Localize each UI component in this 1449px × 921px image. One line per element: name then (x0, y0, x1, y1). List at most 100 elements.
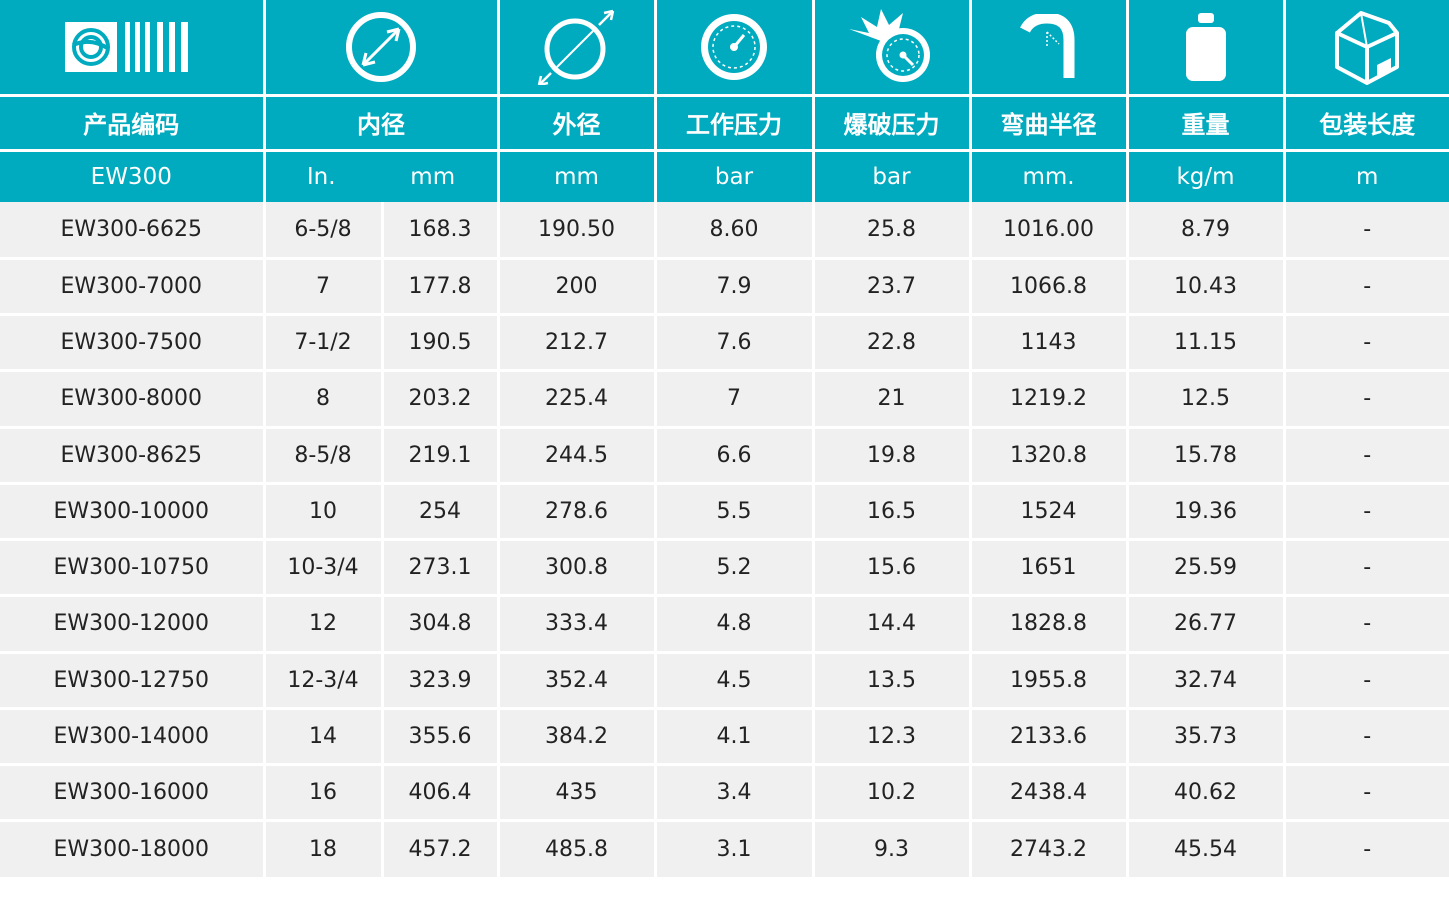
cell-burst-pressure: 9.3 (813, 820, 972, 877)
cell-product-code: EW300-14000 (0, 708, 266, 767)
cell-burst-pressure: 21 (813, 370, 972, 429)
cell-bend-radius: 1955.8 (970, 652, 1129, 710)
cell-burst-pressure: 19.8 (813, 427, 972, 485)
table-body: EW300-6625 6-5/8 168.3 190.50 8.60 25.8 1016.0… (0, 202, 1449, 877)
cell-weight: 15.78 (1127, 427, 1286, 485)
package-box-icon (1335, 10, 1400, 85)
cell-bend-radius: 2133.6 (970, 708, 1129, 767)
bend-radius-icon (1019, 13, 1074, 78)
table-row: EW300-10000 10 254 278.6 5.5 16.5 1524 19.36- (0, 483, 1449, 542)
cell-working-pressure: 3.1 (655, 820, 815, 877)
cell-bend-radius: 1828.8 (970, 595, 1129, 654)
cell-weight: 10.43 (1127, 258, 1286, 317)
col-label-burst-pressure: 爆破压力 (813, 95, 972, 152)
cell-working-pressure: 7.6 (655, 314, 815, 373)
cell-inner-diameter-mm: 168.3 (382, 202, 500, 260)
cell-package-length: - (1284, 483, 1449, 542)
table-row: EW300-18000 18 457.2 485.8 3.1 9.3 2743.2 45.54… (0, 820, 1449, 877)
cell-outer-diameter: 352.4 (498, 652, 657, 710)
cell-product-code: EW300-12750 (0, 652, 266, 710)
cell-inner-diameter-mm: 323.9 (382, 652, 500, 710)
bend-radius-icon-cell (970, 0, 1129, 97)
cell-working-pressure: 8.60 (655, 202, 815, 260)
outer-diameter-icon-cell (498, 0, 657, 97)
table-row: EW300-6625 6-5/8 168.3 190.50 8.60 25.8 1016.0… (0, 202, 1449, 260)
pressure-gauge-icon (701, 13, 767, 80)
burst-pressure-icon-cell (813, 0, 972, 97)
cell-outer-diameter: 225.4 (498, 370, 657, 429)
cell-weight: 26.77 (1127, 595, 1286, 654)
cell-burst-pressure: 13.5 (813, 652, 972, 710)
col-label-outer-diameter: 外径 (498, 95, 657, 152)
table-row: EW300-14000 14 355.6 384.2 4.1 12.3 2133.6 35.7… (0, 708, 1449, 767)
cell-bend-radius: 2438.4 (970, 764, 1129, 823)
unit-burst-pressure: bar (813, 150, 972, 202)
cell-weight: 11.15 (1127, 314, 1286, 373)
cell-bend-radius: 1066.8 (970, 258, 1129, 317)
cell-outer-diameter: 300.8 (498, 539, 657, 598)
table-row: EW300-10750 10-3/4 273.1 300.8 5.2 15.6 1651 25… (0, 539, 1449, 598)
col-label-inner-diameter: 内径 (264, 95, 500, 152)
cell-inner-diameter-mm: 254 (382, 483, 500, 542)
cell-package-length: - (1284, 820, 1449, 877)
table-row: EW300-7500 7-1/2 190.5 212.7 7.6 22.8 1143 11.1… (0, 314, 1449, 373)
cell-package-length: - (1284, 539, 1449, 598)
cell-product-code: EW300-16000 (0, 764, 266, 823)
cell-bend-radius: 1651 (970, 539, 1129, 598)
cell-package-length: - (1284, 202, 1449, 260)
weight-icon (1185, 12, 1226, 81)
col-label-package-length: 包装长度 (1284, 95, 1449, 152)
col-label-code: 产品编码 (0, 95, 266, 152)
cell-working-pressure: 6.6 (655, 427, 815, 485)
cell-product-code: EW300-6625 (0, 202, 266, 260)
cell-weight: 25.59 (1127, 539, 1286, 598)
unit-working-pressure: bar (655, 150, 815, 202)
cell-burst-pressure: 25.8 (813, 202, 972, 260)
package-length-icon-cell (1284, 0, 1449, 97)
cell-bend-radius: 1320.8 (970, 427, 1129, 485)
cell-product-code: EW300-12000 (0, 595, 266, 654)
cell-inner-diameter-mm: 355.6 (382, 708, 500, 767)
cell-burst-pressure: 16.5 (813, 483, 972, 542)
unit-inner-diameter-in: In. (306, 163, 336, 190)
cell-weight: 32.74 (1127, 652, 1286, 710)
cell-outer-diameter: 435 (498, 764, 657, 823)
burst-pressure-icon (848, 8, 930, 82)
cell-inner-diameter-mm: 304.8 (382, 595, 500, 654)
cell-working-pressure: 4.1 (655, 708, 815, 767)
cell-working-pressure: 4.5 (655, 652, 815, 710)
cell-inner-diameter-in: 7 (264, 258, 384, 317)
table-row: EW300-7000 7 177.8 200 7.9 23.7 1066.8 10.43- (0, 258, 1449, 317)
cell-outer-diameter: 190.50 (498, 202, 657, 260)
cell-inner-diameter-mm: 273.1 (382, 539, 500, 598)
inner-diameter-icon-cell (264, 0, 500, 97)
table-row: EW300-12000 12 304.8 333.4 4.8 14.4 1828.8 26.7… (0, 595, 1449, 654)
cell-inner-diameter-in: 6-5/8 (264, 202, 384, 260)
unit-code: EW300 (0, 150, 266, 202)
cell-working-pressure: 3.4 (655, 764, 815, 823)
cell-weight: 19.36 (1127, 483, 1286, 542)
unit-bend-radius: mm. (970, 150, 1129, 202)
cell-product-code: EW300-18000 (0, 820, 266, 877)
cell-package-length: - (1284, 314, 1449, 373)
cell-inner-diameter-in: 8 (264, 370, 384, 429)
unit-inner-diameter-mm: mm (410, 163, 456, 190)
cell-burst-pressure: 22.8 (813, 314, 972, 373)
cell-outer-diameter: 384.2 (498, 708, 657, 767)
spec-table: 产品编码 内径 外径 工作压力 爆破压力 弯曲半径 重量 包装长度 EW300 … (0, 0, 1449, 877)
cell-outer-diameter: 200 (498, 258, 657, 317)
cell-product-code: EW300-7000 (0, 258, 266, 317)
table-row: EW300-8000 8 203.2 225.4 7 21 1219.2 12.5- (0, 370, 1449, 429)
cell-bend-radius: 1219.2 (970, 370, 1129, 429)
cell-weight: 12.5 (1127, 370, 1286, 429)
table-row: EW300-12750 12-3/4 323.9 352.4 4.5 13.5 1955.8… (0, 652, 1449, 710)
table-row: EW300-16000 16 406.4 435 3.4 10.2 2438.4 40.62- (0, 764, 1449, 823)
cell-inner-diameter-in: 18 (264, 820, 384, 877)
cell-inner-diameter-mm: 406.4 (382, 764, 500, 823)
table-row: EW300-8625 8-5/8 219.1 244.5 6.6 19.8 1320.8 15… (0, 427, 1449, 485)
cell-bend-radius: 1143 (970, 314, 1129, 373)
cell-working-pressure: 4.8 (655, 595, 815, 654)
cell-package-length: - (1284, 258, 1449, 317)
cell-weight: 8.79 (1127, 202, 1286, 260)
unit-inner-diameter: In. mm (264, 150, 500, 202)
